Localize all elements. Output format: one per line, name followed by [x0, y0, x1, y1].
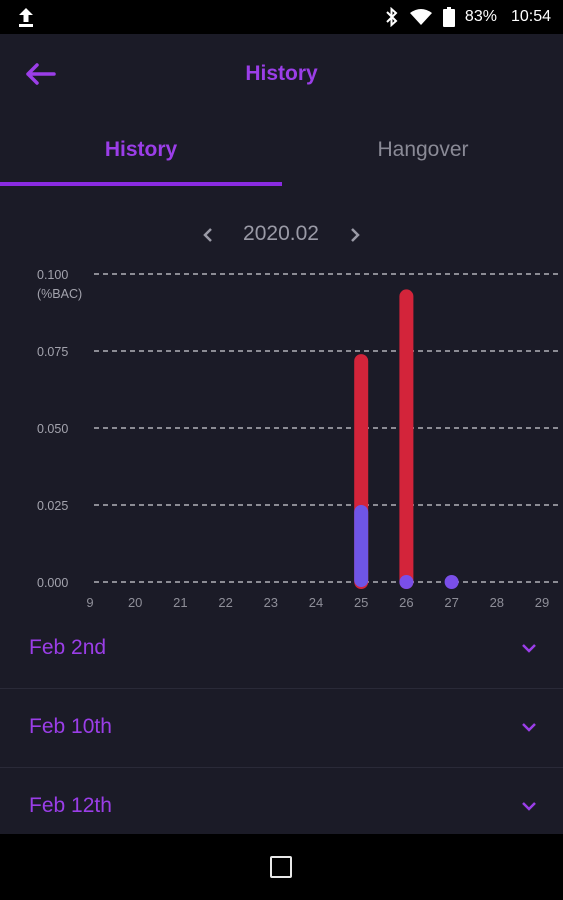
next-month-button[interactable]	[340, 220, 370, 250]
status-bar: 83% 10:54	[0, 0, 563, 34]
chevron-down-icon[interactable]	[519, 796, 539, 816]
wifi-icon	[409, 9, 432, 25]
bluetooth-icon	[386, 7, 398, 27]
day-label: Feb 12th	[29, 794, 112, 817]
x-tick-label: 20	[128, 595, 142, 610]
x-tick-label: 22	[218, 595, 232, 610]
x-tick-label: 21	[173, 595, 187, 610]
month-label: 2020.02	[243, 222, 319, 245]
y-tick-label: 0.000	[37, 576, 68, 590]
x-tick-label: 27	[444, 595, 458, 610]
bac-chart-svg: 0.000 0.025 0.050 0.075 0.100 (%BAC) 9 20 21 22 23…	[37, 268, 560, 610]
day-item-feb-12[interactable]: Feb 12th	[0, 768, 563, 847]
x-tick-label: 29	[535, 595, 549, 610]
system-nav-bar	[0, 834, 563, 900]
tab-hangover[interactable]: Hangover	[377, 138, 469, 161]
chevron-left-icon	[203, 228, 212, 242]
battery-level: 83%	[464, 8, 497, 25]
day-label: Feb 2nd	[29, 636, 107, 659]
y-tick-label: 0.050	[37, 422, 68, 436]
app-bar: History	[0, 34, 563, 114]
clock: 10:54	[510, 8, 551, 25]
tab-bar: History Hangover	[0, 114, 563, 186]
y-axis-label: (%BAC)	[37, 287, 82, 301]
day-item-feb-2[interactable]: Feb 2nd	[0, 610, 563, 689]
x-tick-label: 23	[264, 595, 278, 610]
overview-button[interactable]	[270, 856, 292, 878]
tab-history[interactable]: History	[104, 138, 178, 161]
x-tick-label: 9	[86, 595, 93, 610]
dot-day-26	[399, 575, 414, 589]
y-tick-label: 0.100	[37, 268, 68, 282]
back-arrow-icon[interactable]	[22, 56, 62, 92]
x-tick-label: 25	[354, 595, 368, 610]
bac-chart: 0.000 0.025 0.050 0.075 0.100 (%BAC) 9 20 21 22 23…	[0, 262, 563, 618]
day-label: Feb 10th	[29, 715, 112, 738]
chevron-right-icon	[351, 228, 360, 242]
chevron-down-icon[interactable]	[519, 638, 539, 658]
upload-icon	[19, 8, 33, 27]
bar-blue-day-25	[354, 505, 369, 587]
x-tick-label: 28	[490, 595, 504, 610]
day-item-feb-10[interactable]: Feb 10th	[0, 689, 563, 768]
day-list: Feb 2nd Feb 10th Feb 12th	[0, 610, 563, 847]
month-nav: 2020.02	[0, 214, 563, 256]
x-tick-label: 24	[309, 595, 323, 610]
bar-red-day-26	[399, 289, 414, 589]
y-tick-label: 0.025	[37, 499, 68, 513]
chevron-down-icon[interactable]	[519, 717, 539, 737]
battery-icon	[442, 7, 455, 27]
page-title: History	[245, 62, 318, 85]
y-tick-label: 0.075	[37, 345, 68, 359]
tab-indicator	[0, 182, 282, 186]
x-tick-label: 26	[399, 595, 413, 610]
dot-day-27	[444, 575, 459, 589]
prev-month-button[interactable]	[193, 220, 223, 250]
